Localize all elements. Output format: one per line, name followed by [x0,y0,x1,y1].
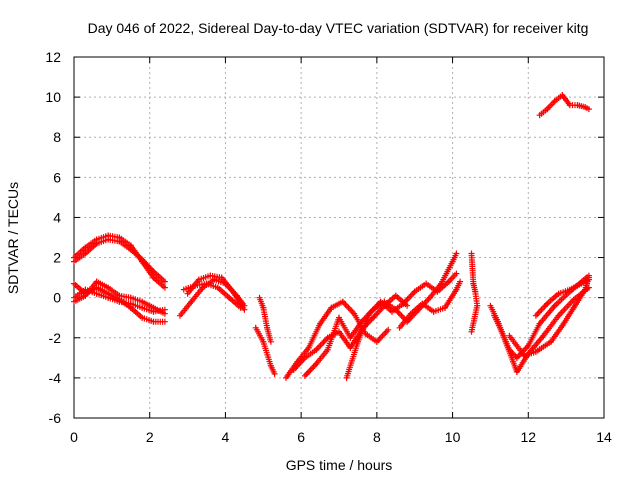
chart-title: Day 046 of 2022, Sidereal Day-to-day VTE… [88,20,589,36]
series-track-i [252,324,278,377]
grid-lines [74,57,604,418]
data-point [237,304,244,311]
data-point [468,328,475,335]
data-points [71,92,592,381]
x-tick-label: 4 [222,429,230,445]
data-point [241,306,248,313]
y-tick-label: -6 [49,410,62,426]
x-tick-label: 10 [445,429,461,445]
data-point [161,306,168,313]
data-point [161,284,168,291]
series-track-u [536,92,592,119]
data-point [161,318,168,325]
plot-frame [73,56,605,419]
series-track-b-upper [71,232,168,291]
x-tick-label: 6 [297,429,305,445]
axis-ticks: 0 2 4 6 8 10 12 14 -6 -4 -2 0 2 4 6 8 10 12 [45,49,612,445]
x-tick-label: 0 [70,429,78,445]
data-point [457,278,464,285]
data-point [404,302,411,309]
y-tick-label: 6 [53,169,61,185]
x-tick-label: 14 [596,429,612,445]
data-point [385,326,392,333]
series-track-t [532,276,592,319]
data-point [161,278,168,285]
x-tick-label: 8 [373,429,381,445]
y-tick-label: 0 [53,290,61,306]
data-point [267,338,274,345]
y-axis-label: SDTVAR / TECUs [5,182,21,294]
series-track-j [256,294,274,345]
series-track-s [506,274,592,359]
x-tick-label: 2 [146,429,154,445]
data-point [585,106,592,113]
y-tick-label: -2 [49,330,62,346]
y-tick-label: 8 [53,129,61,145]
y-tick-label: 12 [45,49,61,65]
y-tick-label: 4 [53,209,61,225]
y-tick-label: 2 [53,250,61,266]
series-track-n [343,270,460,381]
data-point [585,276,592,283]
y-tick-label: -4 [49,370,62,386]
data-point [271,370,278,377]
x-tick-label: 12 [520,429,536,445]
series-track-p [468,250,481,335]
series-track-h [180,280,244,311]
series-track-o [396,278,464,331]
series-track-r [491,272,592,361]
x-axis-label: GPS time / hours [286,457,393,473]
series-track-e [71,286,168,315]
data-point [453,270,460,277]
data-point [453,250,460,257]
y-tick-label: 10 [45,89,61,105]
